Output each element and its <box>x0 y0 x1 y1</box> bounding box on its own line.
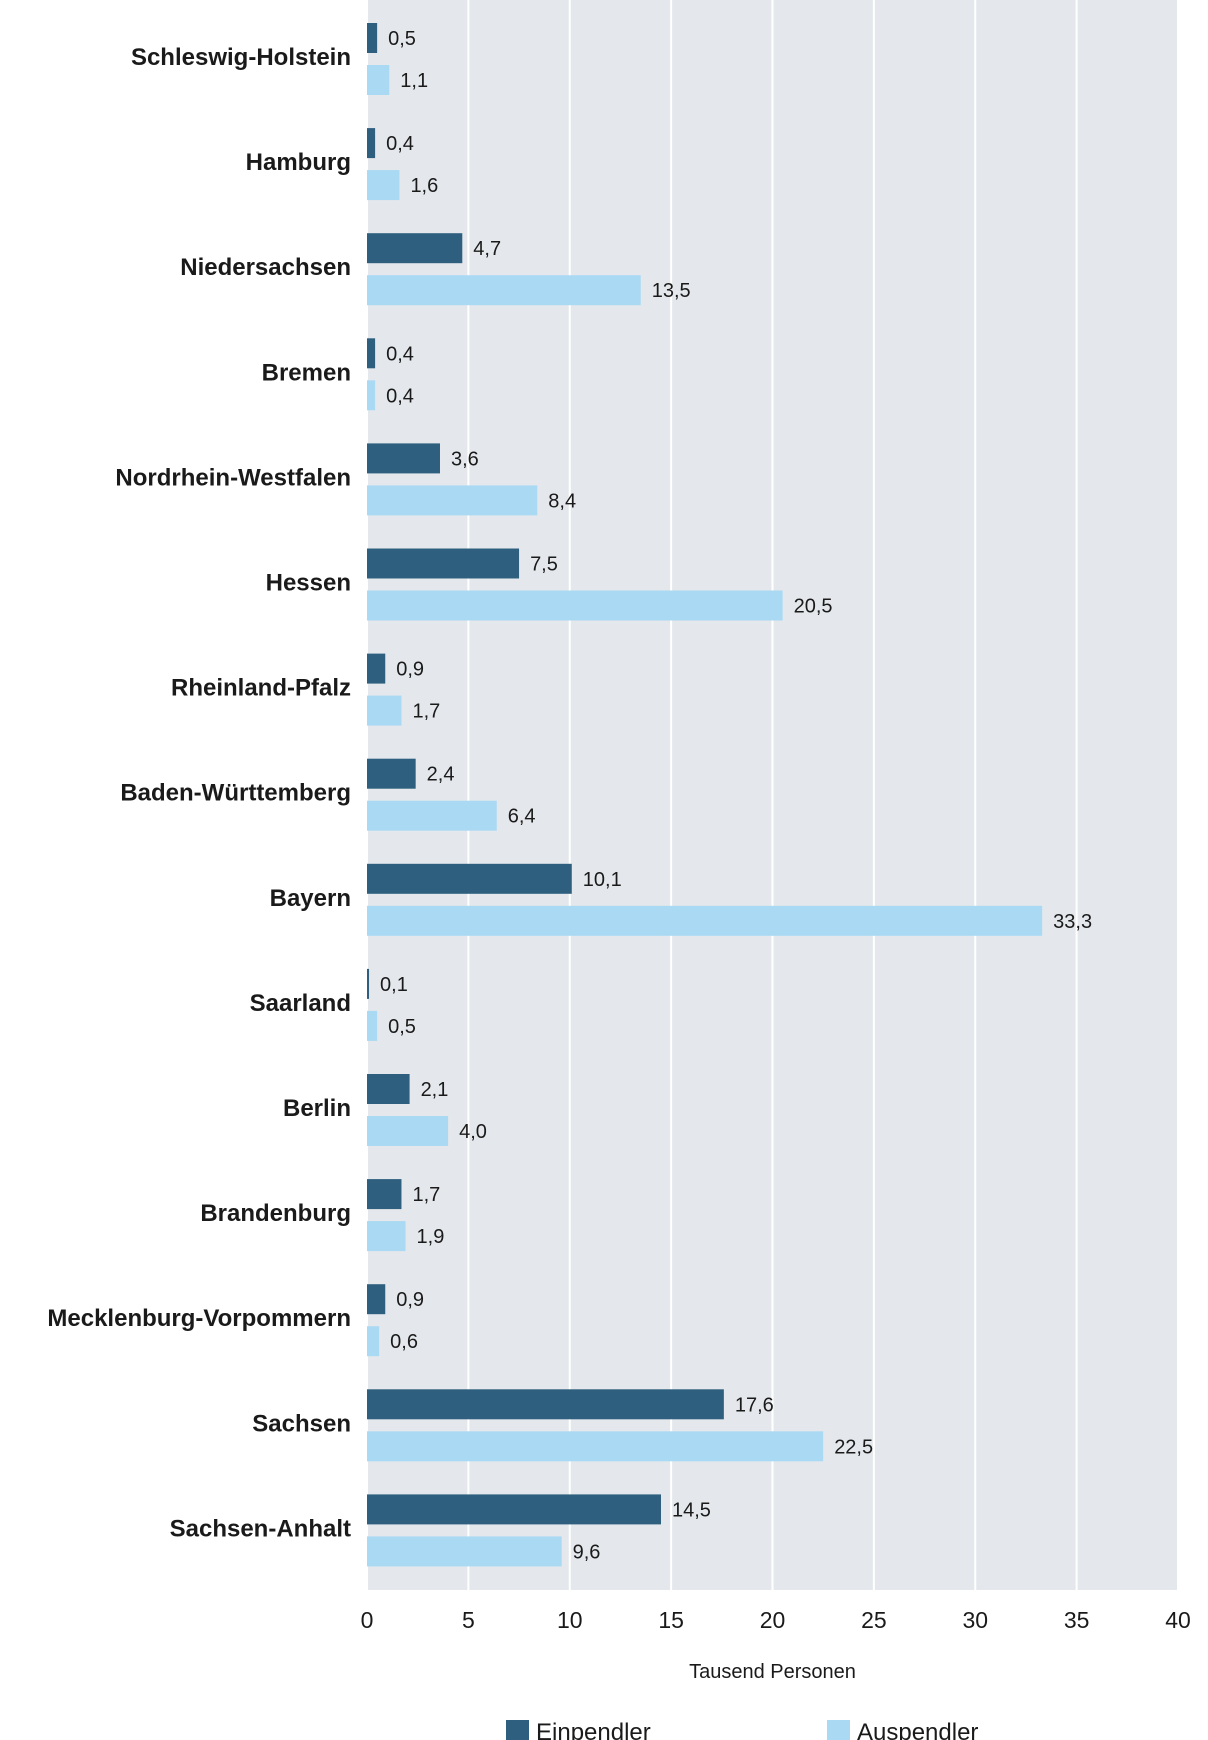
data-label: 0,4 <box>386 343 414 365</box>
bar-einpendler <box>367 863 572 894</box>
data-label: 22,5 <box>834 1436 873 1458</box>
data-label: 9,6 <box>573 1541 601 1563</box>
category-label: Sachsen <box>252 1410 351 1437</box>
data-label: 1,6 <box>410 175 438 197</box>
category-label: Bayern <box>270 885 351 912</box>
legend-swatch <box>827 1720 850 1740</box>
category-label: Niedersachsen <box>180 254 351 281</box>
data-label: 1,1 <box>400 70 428 92</box>
category-labels: Schleswig-Holstein Hamburg Niedersachsen Br… <box>47 44 351 1542</box>
data-label: 3,6 <box>451 448 479 470</box>
data-label: 10,1 <box>583 869 622 891</box>
bar-auspendler <box>367 1536 562 1567</box>
category-label: Rheinland-Pfalz <box>171 675 351 702</box>
bar-auspendler <box>367 1326 380 1357</box>
data-label: 13,5 <box>652 280 691 302</box>
legend-swatch <box>506 1720 529 1740</box>
grid-lines <box>366 0 1179 1590</box>
bar-auspendler <box>367 1116 449 1146</box>
x-tick-label: 20 <box>760 1607 786 1633</box>
x-tick-label: 5 <box>462 1607 475 1633</box>
category-label: Nordrhein-Westfalen <box>115 464 351 491</box>
data-label: 6,4 <box>508 806 536 828</box>
data-label: 0,9 <box>396 1289 424 1311</box>
data-label: 0,6 <box>390 1331 418 1353</box>
bar-einpendler <box>367 1284 386 1315</box>
data-label: 0,1 <box>380 974 408 996</box>
data-label: 17,6 <box>735 1394 774 1416</box>
category-label: Baden-Württemberg <box>120 780 351 807</box>
bar-einpendler <box>367 23 378 53</box>
legend-label: Auspendler <box>857 1719 978 1740</box>
x-tick-label: 35 <box>1064 1607 1090 1633</box>
category-label: Brandenburg <box>200 1200 351 1227</box>
x-tick-label: 15 <box>658 1607 684 1633</box>
bar-einpendler <box>367 548 520 579</box>
bar-auspendler <box>367 170 400 201</box>
data-label: 0,5 <box>388 28 416 50</box>
data-label: 0,5 <box>388 1016 416 1038</box>
bar-auspendler <box>367 1221 406 1252</box>
category-label: Saarland <box>250 990 351 1017</box>
data-label: 7,5 <box>530 554 558 576</box>
category-label: Schleswig-Holstein <box>131 44 351 71</box>
bar-auspendler <box>367 1010 378 1041</box>
bar-auspendler <box>367 275 641 306</box>
data-label: 0,4 <box>386 385 414 407</box>
category-label: Bremen <box>262 359 351 386</box>
data-label: 33,3 <box>1053 911 1092 933</box>
x-tick-label: 25 <box>861 1607 887 1633</box>
x-axis-title: Tausend Personen <box>689 1661 856 1683</box>
legend: Einpendler Auspendler <box>506 1719 978 1740</box>
data-label: 1,9 <box>417 1226 445 1248</box>
category-label: Sachsen-Anhalt <box>170 1515 351 1542</box>
bar-einpendler <box>367 128 376 159</box>
x-tick-label: 0 <box>361 1607 374 1633</box>
category-label: Hessen <box>266 570 351 597</box>
bar-auspendler <box>367 1431 824 1462</box>
x-tick-label: 30 <box>962 1607 988 1633</box>
data-label: 4,7 <box>473 238 501 260</box>
legend-label: Einpendler <box>536 1719 651 1740</box>
bar-einpendler <box>367 653 386 684</box>
bar-einpendler <box>367 233 463 264</box>
category-label: Mecklenburg-Vorpommern <box>47 1305 351 1332</box>
bar-auspendler <box>367 485 538 516</box>
data-label: 1,7 <box>412 701 440 723</box>
bar-auspendler <box>367 65 390 95</box>
data-label: 0,9 <box>396 659 424 681</box>
data-label: 2,4 <box>427 764 455 786</box>
bar-auspendler <box>367 800 497 831</box>
data-label: 0,4 <box>386 133 414 155</box>
data-label: 20,5 <box>794 596 833 618</box>
bar-einpendler <box>367 758 416 789</box>
x-tick-label: 40 <box>1165 1607 1191 1633</box>
data-label: 2,1 <box>421 1079 449 1101</box>
bar-auspendler <box>367 905 1043 936</box>
bar-einpendler <box>367 1389 724 1420</box>
bar-einpendler <box>367 1494 661 1525</box>
data-label: 8,4 <box>548 490 576 512</box>
data-label: 4,0 <box>459 1121 487 1143</box>
bars: 0,5 1,1 0,4 1,6 4,7 13,5 0,4 0,4 3,6 8,4 7,5 20,5 0,… <box>367 23 1092 1567</box>
x-tick-label: 10 <box>557 1607 583 1633</box>
bar-auspendler <box>367 695 402 726</box>
data-label: 14,5 <box>672 1499 711 1521</box>
bar-einpendler <box>367 1179 402 1210</box>
bar-einpendler <box>367 338 376 369</box>
category-label: Berlin <box>283 1095 351 1122</box>
bar-einpendler <box>367 1074 410 1104</box>
category-label: Hamburg <box>246 149 351 176</box>
bar-auspendler <box>367 590 783 621</box>
bar-auspendler <box>367 380 376 411</box>
x-axis-ticks: 0 5 10 15 20 25 30 35 40 <box>361 1607 1191 1633</box>
bar-einpendler <box>367 443 440 474</box>
data-label: 1,7 <box>412 1184 440 1206</box>
bar-einpendler <box>367 968 370 999</box>
